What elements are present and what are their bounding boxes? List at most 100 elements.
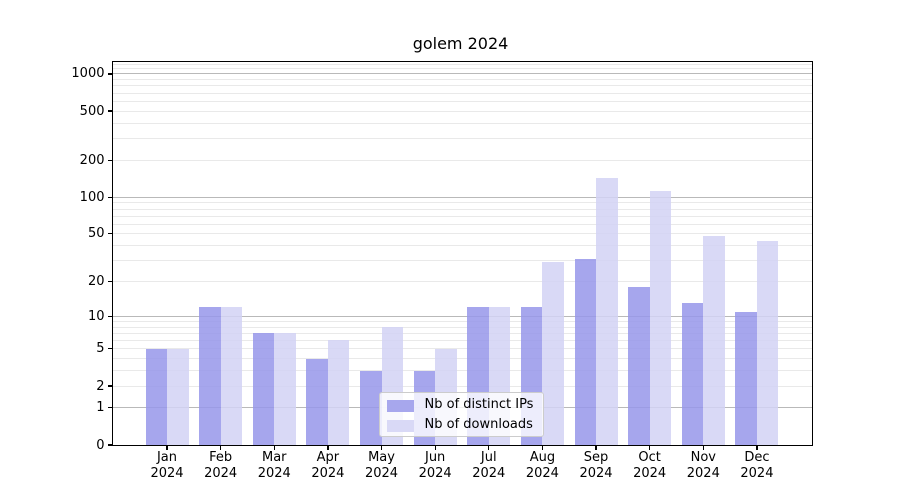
gridline-minor (112, 280, 812, 282)
gridline-minor (112, 122, 812, 124)
x-tick-label: Mar 2024 (257, 450, 291, 481)
y-tick-mark (107, 159, 112, 161)
legend-swatch-downloads (386, 420, 414, 432)
bar-distinct-ips (252, 333, 275, 445)
gridline-major (112, 315, 812, 317)
x-tick-label: Jan 2024 (150, 450, 184, 481)
gridline-minor (112, 370, 812, 372)
gridline-minor (112, 348, 812, 350)
x-tick-mark (273, 445, 275, 450)
bars-layer (113, 62, 812, 445)
legend-label-distinct-ips: Nb of distinct IPs (424, 397, 534, 412)
y-tick-mark (107, 315, 112, 317)
bar-downloads (542, 262, 564, 445)
y-tick-mark (107, 407, 112, 409)
legend-swatch-distinct-ips (386, 400, 414, 412)
y-tick-label: 0 (96, 437, 105, 453)
gridline-minor (112, 159, 812, 161)
x-tick-label: Nov 2024 (686, 450, 720, 481)
gridlines-layer (112, 62, 812, 445)
y-tick-mark (107, 348, 112, 350)
y-tick-mark (107, 110, 112, 112)
bar-downloads (703, 235, 725, 445)
gridline-minor (112, 208, 812, 210)
y-tick-mark (107, 196, 112, 198)
bar-distinct-ips (306, 358, 328, 445)
gridline-minor (112, 233, 812, 235)
bar-distinct-ips (574, 258, 597, 445)
gridline-major (112, 196, 812, 198)
x-tick-label: Jul 2024 (472, 450, 506, 481)
plot-area: Jan 2024 Feb 2024 Mar 2024 Apr 2024 May 2024… (71, 61, 813, 481)
gridline-minor (112, 358, 812, 360)
bar-downloads (756, 240, 779, 445)
x-tick-mark (166, 445, 168, 450)
x-tick-mark (488, 445, 490, 450)
bar-downloads (596, 177, 618, 445)
y-tick-mark (107, 280, 112, 283)
x-tick-mark (219, 445, 222, 450)
chart-title: golem 2024 (412, 34, 509, 53)
y-tick-label: 20 (87, 273, 105, 289)
bar-distinct-ips (199, 307, 221, 445)
y-tick-label: 1 (96, 400, 105, 416)
bar-distinct-ips (360, 370, 382, 445)
y-tick-label: 1000 (71, 66, 105, 82)
x-tick-label: Aug 2024 (525, 450, 559, 481)
y-tick-mark (107, 444, 112, 446)
y-tick-label: 500 (79, 103, 105, 119)
x-tick-label: Jun 2024 (418, 450, 452, 481)
gridline-minor (112, 245, 812, 247)
legend-label-downloads: Nb of downloads (424, 417, 533, 432)
y-tick-mark (107, 385, 112, 387)
bar-downloads (327, 340, 350, 445)
y-tick-mark (107, 233, 112, 235)
y-tick-label: 100 (79, 189, 105, 205)
bar-downloads (220, 307, 243, 445)
gridline-minor (112, 260, 812, 262)
y-tick-label: 2 (96, 378, 105, 394)
gridline-minor (112, 202, 812, 204)
bar-distinct-ips (681, 303, 704, 445)
gridline-minor (112, 63, 812, 65)
x-tick-label: Feb 2024 (204, 450, 238, 481)
x-tick-mark (541, 445, 544, 450)
x-tick-mark (756, 445, 758, 450)
gridline-minor (112, 85, 812, 87)
gridline-minor (112, 138, 812, 139)
legend: Nb of distinct IPs Nb of downloads (378, 392, 544, 437)
y-tick-label: 10 (87, 308, 105, 324)
legend-item-distinct-ips: Nb of distinct IPs (380, 396, 543, 416)
gridline-minor (112, 100, 812, 102)
gridline-minor (112, 68, 812, 70)
gridline-minor (112, 110, 812, 112)
y-tick-label: 5 (96, 341, 105, 357)
x-tick-mark (327, 445, 329, 450)
gridline-minor (112, 339, 812, 341)
bar-distinct-ips (628, 286, 650, 445)
gridline-minor (112, 385, 812, 387)
bar-downloads (167, 348, 189, 445)
gridline-minor (112, 332, 812, 334)
y-tick-label: 50 (87, 226, 105, 242)
gridline-minor (112, 320, 812, 322)
x-tick-label: May 2024 (364, 450, 399, 481)
y-tick-label: 200 (79, 152, 105, 168)
gridline-minor (112, 79, 812, 81)
bar-distinct-ips (145, 348, 167, 445)
legend-item-downloads: Nb of downloads (380, 416, 543, 436)
gridline-minor (112, 223, 812, 225)
x-tick-mark (380, 445, 383, 450)
axis-ticks-layer: Jan 2024 Feb 2024 Mar 2024 Apr 2024 May 2024… (71, 62, 812, 481)
x-tick-mark (595, 445, 597, 450)
x-tick-label: Apr 2024 (311, 450, 345, 481)
x-tick-mark (434, 445, 436, 450)
bar-downloads (649, 190, 672, 445)
y-tick-mark (107, 73, 112, 75)
bar-downloads (274, 333, 296, 445)
bar-distinct-ips (735, 311, 757, 445)
x-tick-label: Sep 2024 (579, 450, 613, 481)
gridline-minor (112, 326, 812, 328)
gridline-minor (112, 92, 812, 94)
